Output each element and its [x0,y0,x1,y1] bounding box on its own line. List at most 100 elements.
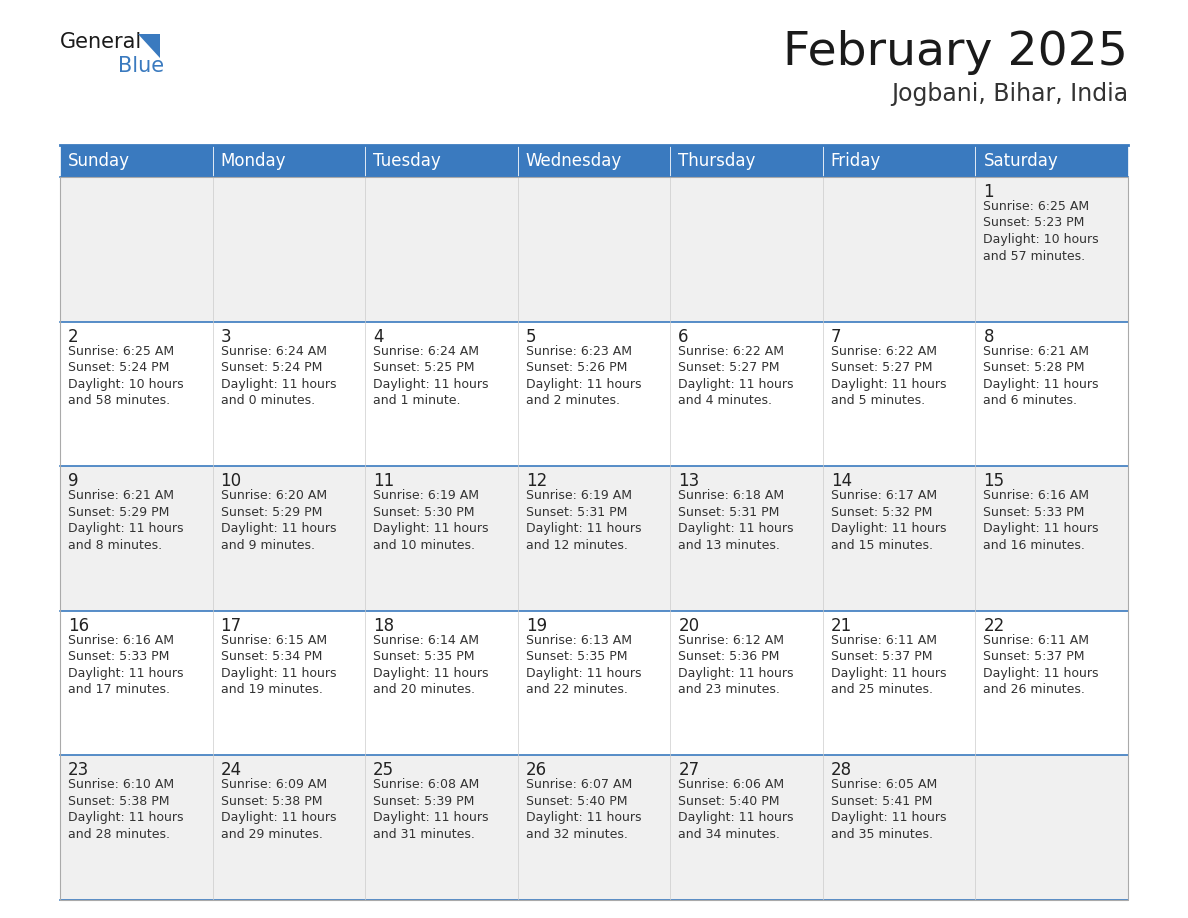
Text: 27: 27 [678,761,700,779]
Text: Sunrise: 6:14 AM
Sunset: 5:35 PM
Daylight: 11 hours
and 20 minutes.: Sunrise: 6:14 AM Sunset: 5:35 PM Dayligh… [373,633,488,696]
Text: Sunrise: 6:12 AM
Sunset: 5:36 PM
Daylight: 11 hours
and 23 minutes.: Sunrise: 6:12 AM Sunset: 5:36 PM Dayligh… [678,633,794,696]
Text: Friday: Friday [830,152,881,170]
Text: 17: 17 [221,617,241,635]
Bar [365,466,518,610]
Bar [518,610,670,756]
Text: 24: 24 [221,761,241,779]
Text: Sunrise: 6:21 AM
Sunset: 5:29 PM
Daylight: 11 hours
and 8 minutes.: Sunrise: 6:21 AM Sunset: 5:29 PM Dayligh… [68,489,183,552]
Text: Sunrise: 6:16 AM
Sunset: 5:33 PM
Daylight: 11 hours
and 17 minutes.: Sunrise: 6:16 AM Sunset: 5:33 PM Dayligh… [68,633,183,696]
Text: Sunrise: 6:07 AM
Sunset: 5:40 PM
Daylight: 11 hours
and 32 minutes.: Sunrise: 6:07 AM Sunset: 5:40 PM Dayligh… [526,778,642,841]
Text: Sunrise: 6:11 AM
Sunset: 5:37 PM
Daylight: 11 hours
and 26 minutes.: Sunrise: 6:11 AM Sunset: 5:37 PM Dayligh… [984,633,1099,696]
Bar [823,756,975,900]
Bar [518,145,670,177]
Text: 4: 4 [373,328,384,345]
Bar [213,466,365,610]
Text: Jogbani, Bihar, India: Jogbani, Bihar, India [891,82,1127,106]
Bar [365,145,518,177]
Text: 22: 22 [984,617,1005,635]
Bar [213,321,365,466]
Bar [61,610,213,756]
Text: 28: 28 [830,761,852,779]
Bar [518,466,670,610]
Text: 8: 8 [984,328,994,345]
Bar [975,610,1127,756]
Polygon shape [138,34,160,58]
Text: 18: 18 [373,617,394,635]
Bar [518,177,670,321]
Bar [670,145,823,177]
Text: Thursday: Thursday [678,152,756,170]
Text: Sunrise: 6:20 AM
Sunset: 5:29 PM
Daylight: 11 hours
and 9 minutes.: Sunrise: 6:20 AM Sunset: 5:29 PM Dayligh… [221,489,336,552]
Text: Sunrise: 6:15 AM
Sunset: 5:34 PM
Daylight: 11 hours
and 19 minutes.: Sunrise: 6:15 AM Sunset: 5:34 PM Dayligh… [221,633,336,696]
Text: 20: 20 [678,617,700,635]
Bar [213,145,365,177]
Text: 14: 14 [830,472,852,490]
Text: Sunrise: 6:16 AM
Sunset: 5:33 PM
Daylight: 11 hours
and 16 minutes.: Sunrise: 6:16 AM Sunset: 5:33 PM Dayligh… [984,489,1099,552]
Text: Sunrise: 6:19 AM
Sunset: 5:31 PM
Daylight: 11 hours
and 12 minutes.: Sunrise: 6:19 AM Sunset: 5:31 PM Dayligh… [526,489,642,552]
Text: 6: 6 [678,328,689,345]
Text: Sunrise: 6:05 AM
Sunset: 5:41 PM
Daylight: 11 hours
and 35 minutes.: Sunrise: 6:05 AM Sunset: 5:41 PM Dayligh… [830,778,947,841]
Text: General: General [61,32,143,52]
Text: 5: 5 [526,328,536,345]
Bar [823,610,975,756]
Text: Sunrise: 6:09 AM
Sunset: 5:38 PM
Daylight: 11 hours
and 29 minutes.: Sunrise: 6:09 AM Sunset: 5:38 PM Dayligh… [221,778,336,841]
Text: Sunrise: 6:22 AM
Sunset: 5:27 PM
Daylight: 11 hours
and 4 minutes.: Sunrise: 6:22 AM Sunset: 5:27 PM Dayligh… [678,344,794,407]
Text: Sunrise: 6:11 AM
Sunset: 5:37 PM
Daylight: 11 hours
and 25 minutes.: Sunrise: 6:11 AM Sunset: 5:37 PM Dayligh… [830,633,947,696]
Text: Tuesday: Tuesday [373,152,441,170]
Bar [975,321,1127,466]
Text: 2: 2 [68,328,78,345]
Text: 7: 7 [830,328,841,345]
Text: 19: 19 [526,617,546,635]
Text: 25: 25 [373,761,394,779]
Text: Sunday: Sunday [68,152,129,170]
Text: February 2025: February 2025 [783,30,1127,75]
Bar [61,466,213,610]
Bar [213,756,365,900]
Text: 3: 3 [221,328,232,345]
Bar [518,321,670,466]
Bar [213,177,365,321]
Bar [213,610,365,756]
Bar [61,177,1127,900]
Text: 15: 15 [984,472,1005,490]
Text: Sunrise: 6:18 AM
Sunset: 5:31 PM
Daylight: 11 hours
and 13 minutes.: Sunrise: 6:18 AM Sunset: 5:31 PM Dayligh… [678,489,794,552]
Text: Monday: Monday [221,152,286,170]
Text: 12: 12 [526,472,546,490]
Text: 26: 26 [526,761,546,779]
Text: 23: 23 [68,761,89,779]
Text: Sunrise: 6:08 AM
Sunset: 5:39 PM
Daylight: 11 hours
and 31 minutes.: Sunrise: 6:08 AM Sunset: 5:39 PM Dayligh… [373,778,488,841]
Text: 9: 9 [68,472,78,490]
Text: 10: 10 [221,472,241,490]
Text: 13: 13 [678,472,700,490]
Bar [61,756,213,900]
Text: Wednesday: Wednesday [526,152,623,170]
Bar [61,321,213,466]
Text: Sunrise: 6:19 AM
Sunset: 5:30 PM
Daylight: 11 hours
and 10 minutes.: Sunrise: 6:19 AM Sunset: 5:30 PM Dayligh… [373,489,488,552]
Text: 11: 11 [373,472,394,490]
Bar [975,145,1127,177]
Bar [365,177,518,321]
Bar [670,321,823,466]
Text: Sunrise: 6:06 AM
Sunset: 5:40 PM
Daylight: 11 hours
and 34 minutes.: Sunrise: 6:06 AM Sunset: 5:40 PM Dayligh… [678,778,794,841]
Text: Sunrise: 6:13 AM
Sunset: 5:35 PM
Daylight: 11 hours
and 22 minutes.: Sunrise: 6:13 AM Sunset: 5:35 PM Dayligh… [526,633,642,696]
Bar [61,177,213,321]
Bar [823,321,975,466]
Bar [365,321,518,466]
Text: Sunrise: 6:23 AM
Sunset: 5:26 PM
Daylight: 11 hours
and 2 minutes.: Sunrise: 6:23 AM Sunset: 5:26 PM Dayligh… [526,344,642,407]
Bar [823,145,975,177]
Text: Sunrise: 6:24 AM
Sunset: 5:24 PM
Daylight: 11 hours
and 0 minutes.: Sunrise: 6:24 AM Sunset: 5:24 PM Dayligh… [221,344,336,407]
Bar [823,466,975,610]
Bar [365,610,518,756]
Text: Sunrise: 6:21 AM
Sunset: 5:28 PM
Daylight: 11 hours
and 6 minutes.: Sunrise: 6:21 AM Sunset: 5:28 PM Dayligh… [984,344,1099,407]
Bar [975,756,1127,900]
Bar [365,756,518,900]
Bar [670,756,823,900]
Bar [670,466,823,610]
Bar [823,177,975,321]
Text: Sunrise: 6:10 AM
Sunset: 5:38 PM
Daylight: 11 hours
and 28 minutes.: Sunrise: 6:10 AM Sunset: 5:38 PM Dayligh… [68,778,183,841]
Text: Sunrise: 6:24 AM
Sunset: 5:25 PM
Daylight: 11 hours
and 1 minute.: Sunrise: 6:24 AM Sunset: 5:25 PM Dayligh… [373,344,488,407]
Bar [975,177,1127,321]
Text: Sunrise: 6:22 AM
Sunset: 5:27 PM
Daylight: 11 hours
and 5 minutes.: Sunrise: 6:22 AM Sunset: 5:27 PM Dayligh… [830,344,947,407]
Text: Saturday: Saturday [984,152,1059,170]
Text: Sunrise: 6:17 AM
Sunset: 5:32 PM
Daylight: 11 hours
and 15 minutes.: Sunrise: 6:17 AM Sunset: 5:32 PM Dayligh… [830,489,947,552]
